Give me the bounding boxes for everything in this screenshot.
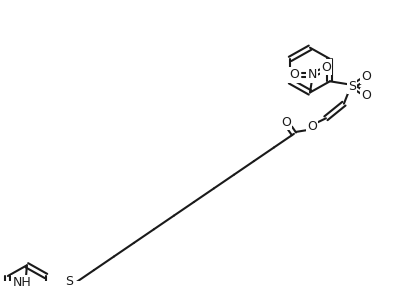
Text: O: O — [307, 120, 317, 133]
Text: S: S — [348, 80, 356, 93]
Text: O: O — [289, 68, 299, 81]
Text: S: S — [65, 275, 73, 288]
Text: N: N — [307, 68, 317, 81]
Text: O: O — [321, 61, 331, 74]
Text: O: O — [361, 89, 371, 102]
Text: O: O — [281, 116, 291, 129]
Text: NH: NH — [13, 276, 31, 289]
Text: O: O — [361, 70, 371, 83]
